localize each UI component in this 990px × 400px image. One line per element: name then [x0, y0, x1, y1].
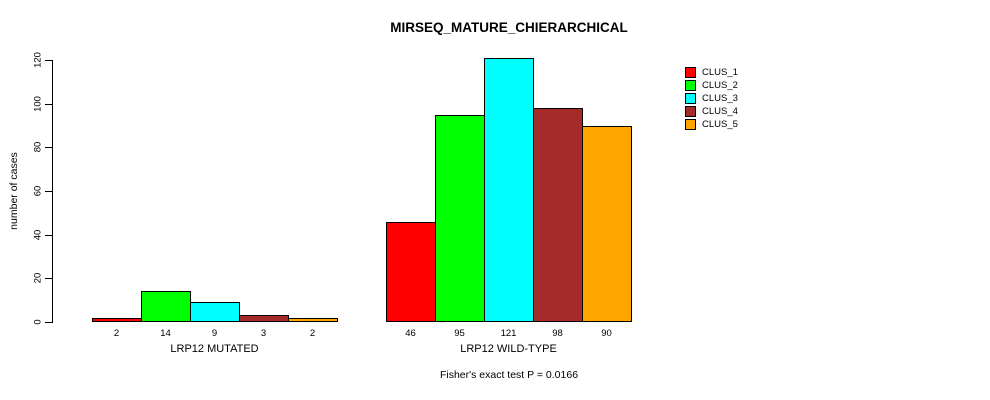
bar-value-label: 2 [309, 328, 316, 339]
bar-value-label: 14 [160, 328, 171, 339]
bar-clus_1-group1 [92, 318, 142, 322]
legend-entry-clus_5: CLUS_5 [685, 118, 738, 131]
y-axis-tick [45, 191, 52, 192]
y-axis-tick-label: 60 [32, 185, 44, 197]
bar-clus_2-group2 [435, 115, 485, 322]
legend-entry-clus_1: CLUS_1 [685, 66, 738, 79]
y-axis-tick [45, 104, 52, 105]
bar-clus_3-group1 [190, 302, 240, 322]
bar-clus_4-group1 [239, 315, 289, 322]
bar-clus_4-group2 [533, 108, 583, 322]
legend-entry-clus_2: CLUS_2 [685, 79, 738, 92]
y-axis-tick-label: 100 [32, 96, 44, 112]
legend-swatch-clus_2 [685, 80, 696, 91]
bar-value-label: 2 [113, 328, 120, 339]
bar-value-label: 3 [260, 328, 267, 339]
stat-test-caption: Fisher's exact test P = 0.0166 [439, 369, 579, 381]
legend-entry-clus_4: CLUS_4 [685, 105, 738, 118]
y-axis-line [52, 60, 53, 323]
y-axis-tick-label: 0 [32, 319, 44, 325]
y-axis-tick [45, 147, 52, 148]
y-axis-tick [45, 278, 52, 279]
legend: CLUS_1 CLUS_2 CLUS_3 CLUS_4 CLUS_5 [685, 66, 738, 131]
bar-value-label: 46 [405, 328, 416, 339]
legend-swatch-clus_3 [685, 93, 696, 104]
y-axis-title: number of cases [8, 152, 20, 230]
legend-swatch-clus_4 [685, 106, 696, 117]
y-axis-tick-label: 80 [32, 141, 44, 153]
legend-label: CLUS_2 [702, 80, 738, 91]
legend-label: CLUS_1 [702, 67, 738, 78]
legend-swatch-clus_5 [685, 119, 696, 130]
legend-label: CLUS_3 [702, 93, 738, 104]
x-axis-group-label: LRP12 MUTATED [170, 343, 259, 355]
y-axis-tick [45, 322, 52, 323]
legend-label: CLUS_5 [702, 119, 738, 130]
y-axis-tick [45, 60, 52, 61]
y-axis-tick-label: 40 [32, 229, 44, 241]
y-axis-tick [45, 235, 52, 236]
y-axis-tick-label: 20 [32, 272, 44, 284]
chart-title: MIRSEQ_MATURE_CHIERARCHICAL [390, 20, 628, 35]
bar-value-label: 95 [454, 328, 465, 339]
bar-clus_3-group2 [484, 58, 534, 322]
bar-clus_5-group2 [582, 126, 632, 322]
y-axis-tick-label: 120 [32, 52, 44, 68]
bar-value-label: 90 [601, 328, 612, 339]
legend-entry-clus_3: CLUS_3 [685, 92, 738, 105]
bar-clus_2-group1 [141, 291, 191, 322]
x-axis-group-label: LRP12 WILD-TYPE [460, 343, 557, 355]
bar-value-label: 121 [500, 328, 517, 339]
legend-label: CLUS_4 [702, 106, 738, 117]
legend-swatch-clus_1 [685, 67, 696, 78]
bar-clus_1-group2 [386, 222, 436, 322]
bar-value-label: 98 [552, 328, 563, 339]
bar-value-label: 9 [211, 328, 218, 339]
bar-clus_5-group1 [288, 318, 338, 322]
